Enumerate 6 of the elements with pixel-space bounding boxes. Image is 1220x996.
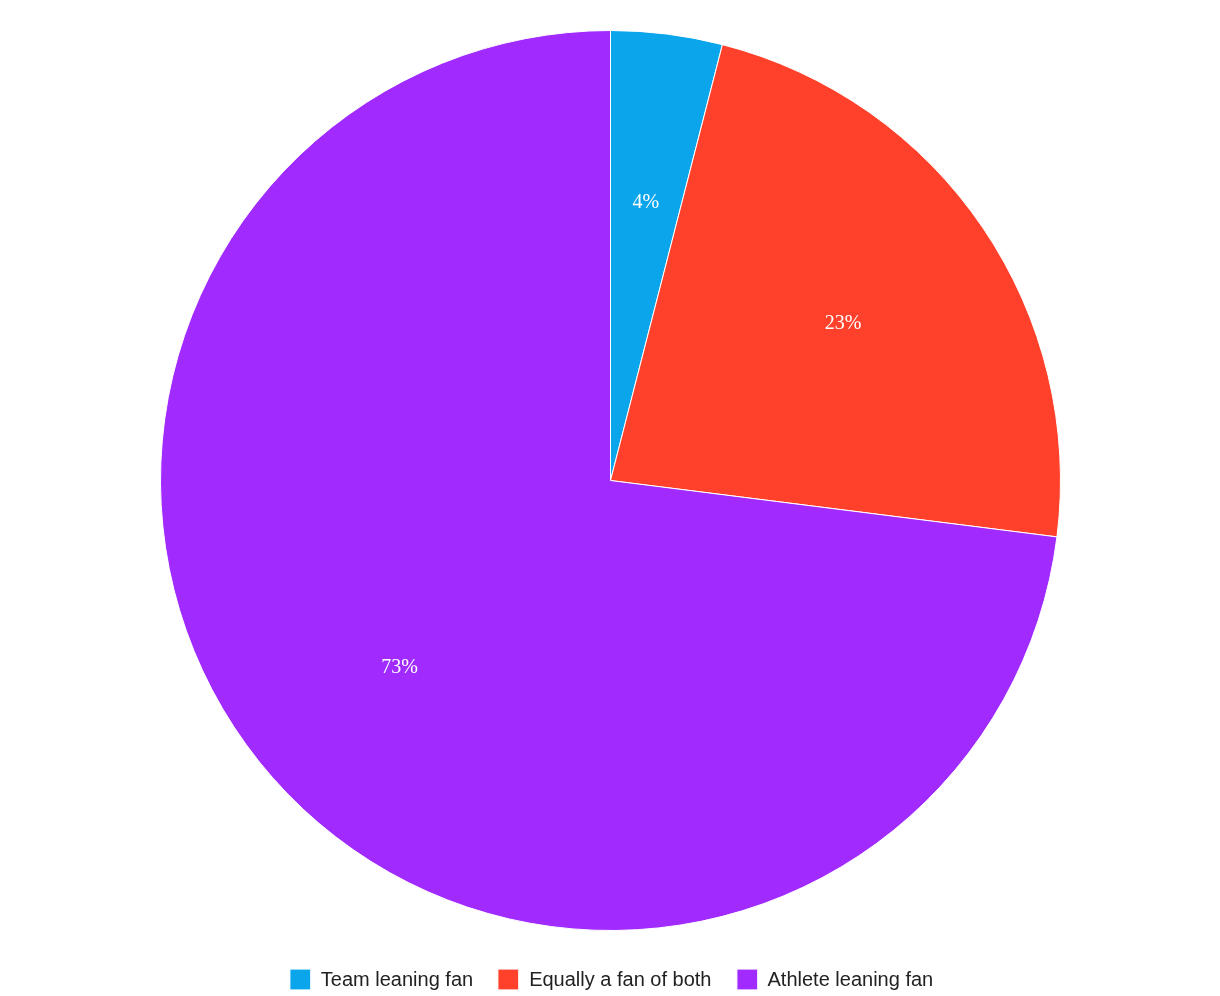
legend-label: Athlete leaning fan bbox=[767, 967, 934, 991]
data-label: 23% bbox=[824, 311, 862, 334]
legend-label: Equally a fan of both bbox=[529, 967, 712, 991]
data-label: 73% bbox=[381, 655, 418, 678]
legend-label: Team leaning fan bbox=[320, 967, 474, 991]
data-label: 4% bbox=[632, 190, 660, 213]
